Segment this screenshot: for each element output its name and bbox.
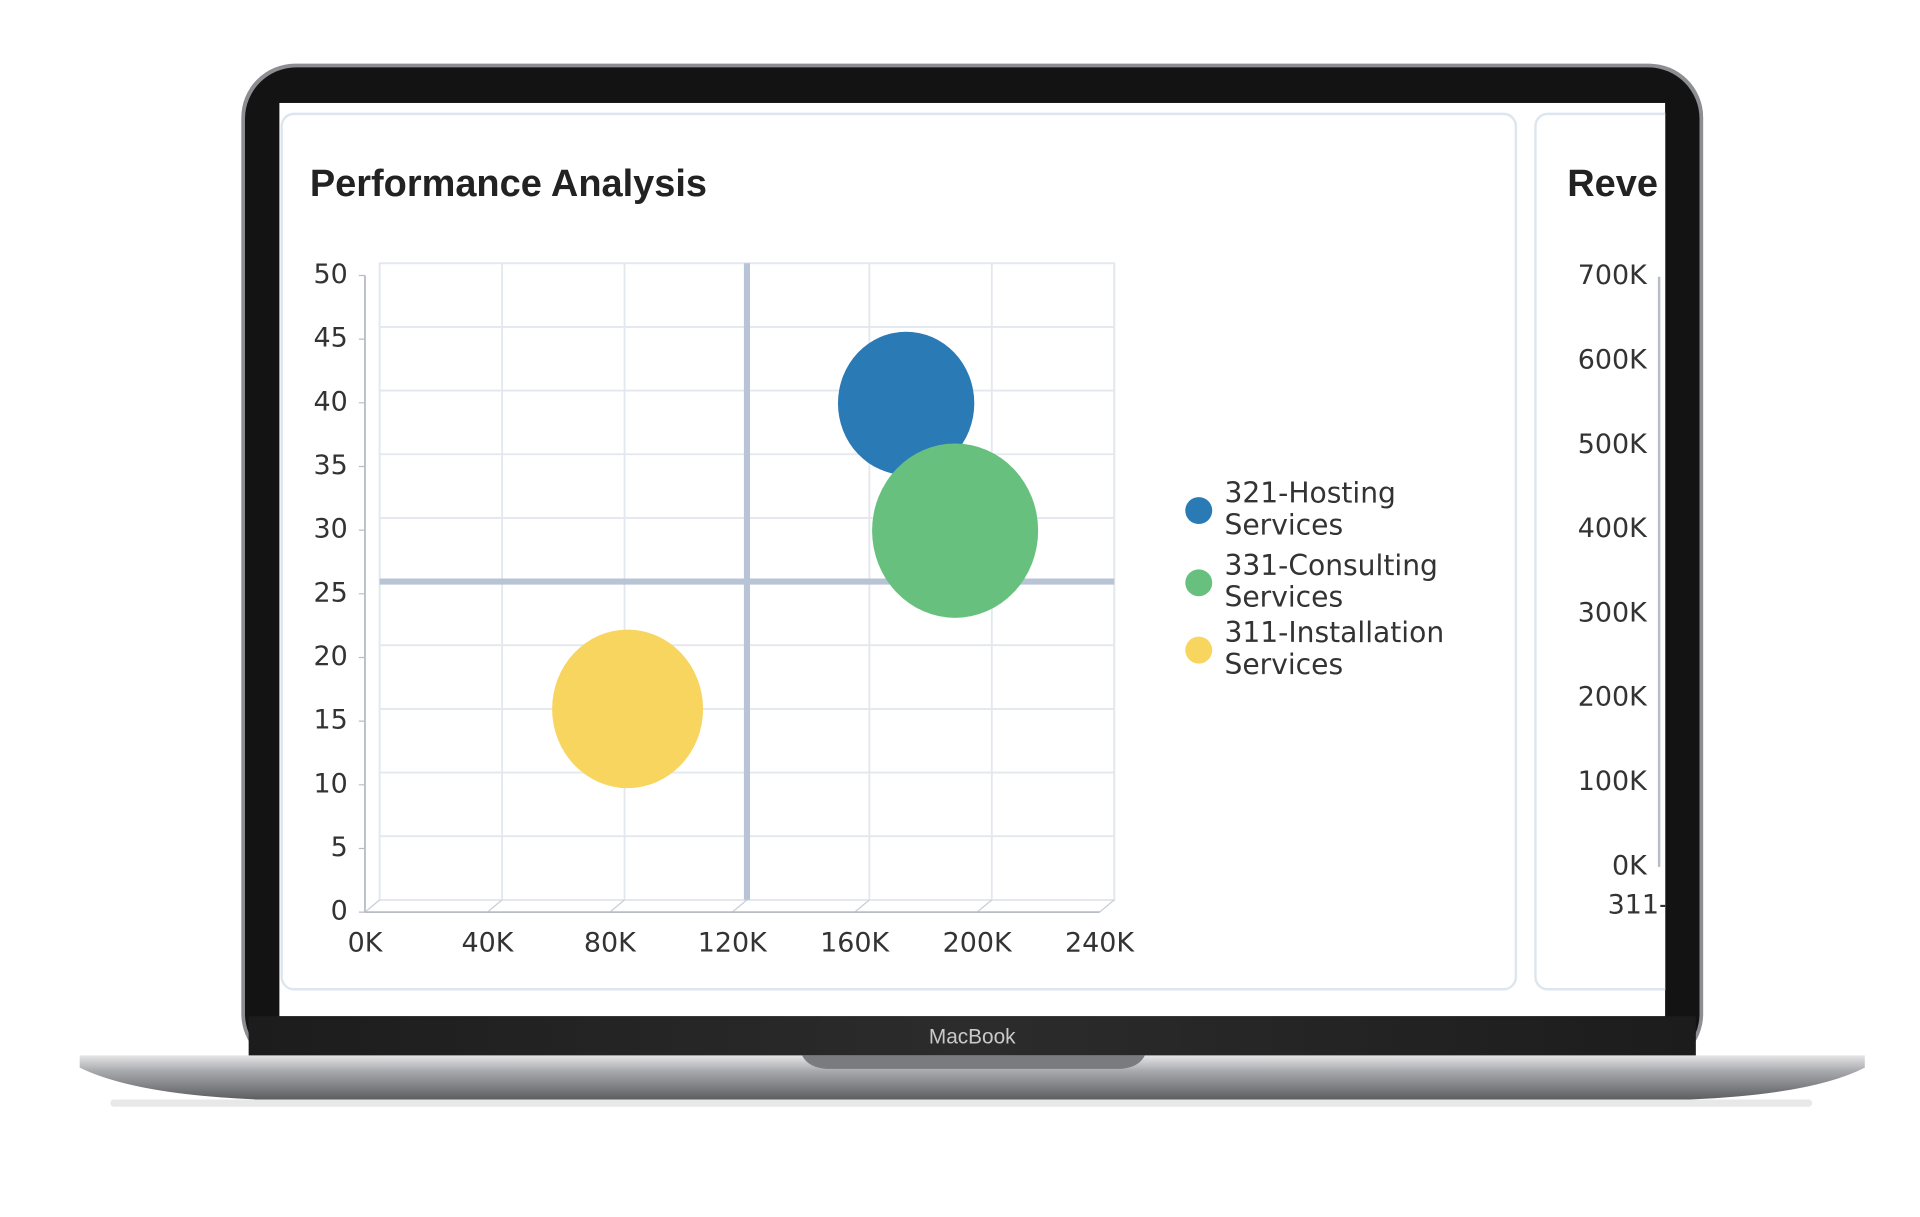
y-tick-label: 15: [314, 705, 348, 736]
bubble: [552, 629, 704, 789]
grid-line: [364, 899, 381, 913]
y-tick-label: 30: [314, 514, 348, 545]
y-tick-label: 100K: [1578, 766, 1648, 797]
bubble: [872, 443, 1039, 618]
y-tick-label: 35: [314, 450, 348, 481]
y-tick-label: 0: [331, 896, 348, 927]
legend-label: 331-Consulting Services: [1224, 549, 1437, 614]
x-tick-label: 0K: [348, 927, 384, 958]
y-tick-label: 700K: [1578, 260, 1648, 291]
grid-line: [976, 899, 993, 913]
grid-line: [487, 899, 503, 913]
grid-line: [609, 899, 625, 913]
base-notch: [802, 1055, 1145, 1069]
x-tick-label: 200K: [943, 927, 1013, 958]
y-tick-label: 500K: [1578, 429, 1648, 460]
x-tick-label: 160K: [820, 927, 890, 958]
chart-title: Performance Analysis: [310, 163, 707, 205]
y-tick-label: 5: [331, 832, 348, 863]
grid-line: [731, 899, 748, 913]
base-shadow: [110, 1099, 1813, 1107]
grid-line: [854, 899, 870, 913]
legend-label: 321-Hosting Services: [1224, 477, 1395, 542]
y-tick-label: 40: [314, 386, 348, 417]
x-tick-label: 40K: [461, 927, 514, 958]
y-tick-label: 0K: [1612, 850, 1648, 881]
y-tick-label: 200K: [1578, 682, 1648, 713]
device-label: MacBook: [929, 1026, 1016, 1049]
bar-chart: 0K 100K 200K 300K 400K 500K 600K 700K 311-: [1578, 260, 1669, 921]
y-tick-label: 10: [314, 768, 348, 799]
chart-title: Reve: [1567, 163, 1658, 205]
laptop-base: [79, 1055, 1865, 1100]
x-tick-label: 311-: [1608, 890, 1669, 921]
y-tick-label: 45: [314, 323, 348, 354]
y-tick-label: 400K: [1578, 513, 1648, 544]
panel: [1534, 112, 1666, 991]
y-tick-label: 600K: [1578, 345, 1648, 376]
grid-line: [1099, 899, 1115, 913]
y-tick-label: 50: [314, 259, 348, 290]
y-tick-label: 300K: [1578, 597, 1648, 628]
legend-marker: [1185, 569, 1213, 597]
x-tick-label: 80K: [584, 927, 637, 958]
legend-label: 311-Installation Services: [1224, 616, 1444, 681]
legend-marker: [1185, 636, 1213, 664]
bubble-chart: 0 5 10 15 20 25 30 35 40 45 50 0K 40K 80K 120K 160K 200K…: [314, 259, 1445, 958]
y-tick-label: 20: [314, 641, 348, 672]
legend-marker: [1185, 497, 1213, 525]
screen: Performance Analysis Reve 0 5 10 15 20 25 30 35…: [279, 102, 1669, 1017]
x-tick-label: 240K: [1065, 927, 1135, 958]
bubble: [837, 331, 975, 475]
chin: [248, 1016, 1696, 1058]
y-tick-label: 25: [314, 577, 348, 608]
x-tick-label: 120K: [698, 927, 768, 958]
